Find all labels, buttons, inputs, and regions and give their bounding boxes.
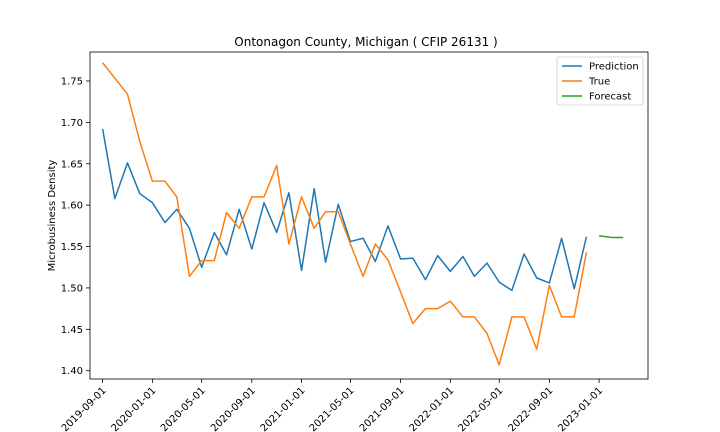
legend-label: Prediction (589, 62, 639, 73)
legend-label: True (588, 77, 610, 88)
y-tick-label: 1.50 (61, 283, 83, 294)
y-tick-label: 1.75 (61, 76, 83, 87)
series-line-prediction (101, 128, 588, 292)
plot-frame (89, 51, 649, 380)
y-axis: 1.40 1.45 1.50 1.55 1.60 1.65 1.70 1.75 (61, 76, 90, 377)
y-tick-label: 1.60 (61, 201, 83, 212)
y-tick-label: 1.55 (61, 242, 83, 253)
legend: Prediction True Forecast (556, 56, 644, 106)
y-tick-label: 1.65 (61, 159, 83, 170)
legend-box (556, 56, 644, 106)
y-axis-label: Microbusiness Density (47, 160, 58, 272)
chart-title: Ontonagon County, Michigan ( CFIP 26131 … (234, 35, 497, 49)
y-tick-label: 1.40 (61, 366, 83, 377)
series-line-forecast (598, 235, 624, 239)
series-line-true (102, 62, 588, 366)
y-tick-label: 1.45 (61, 325, 83, 336)
legend-label: Forecast (589, 92, 631, 103)
y-tick-label: 1.70 (61, 118, 83, 129)
plot-area (101, 62, 624, 366)
